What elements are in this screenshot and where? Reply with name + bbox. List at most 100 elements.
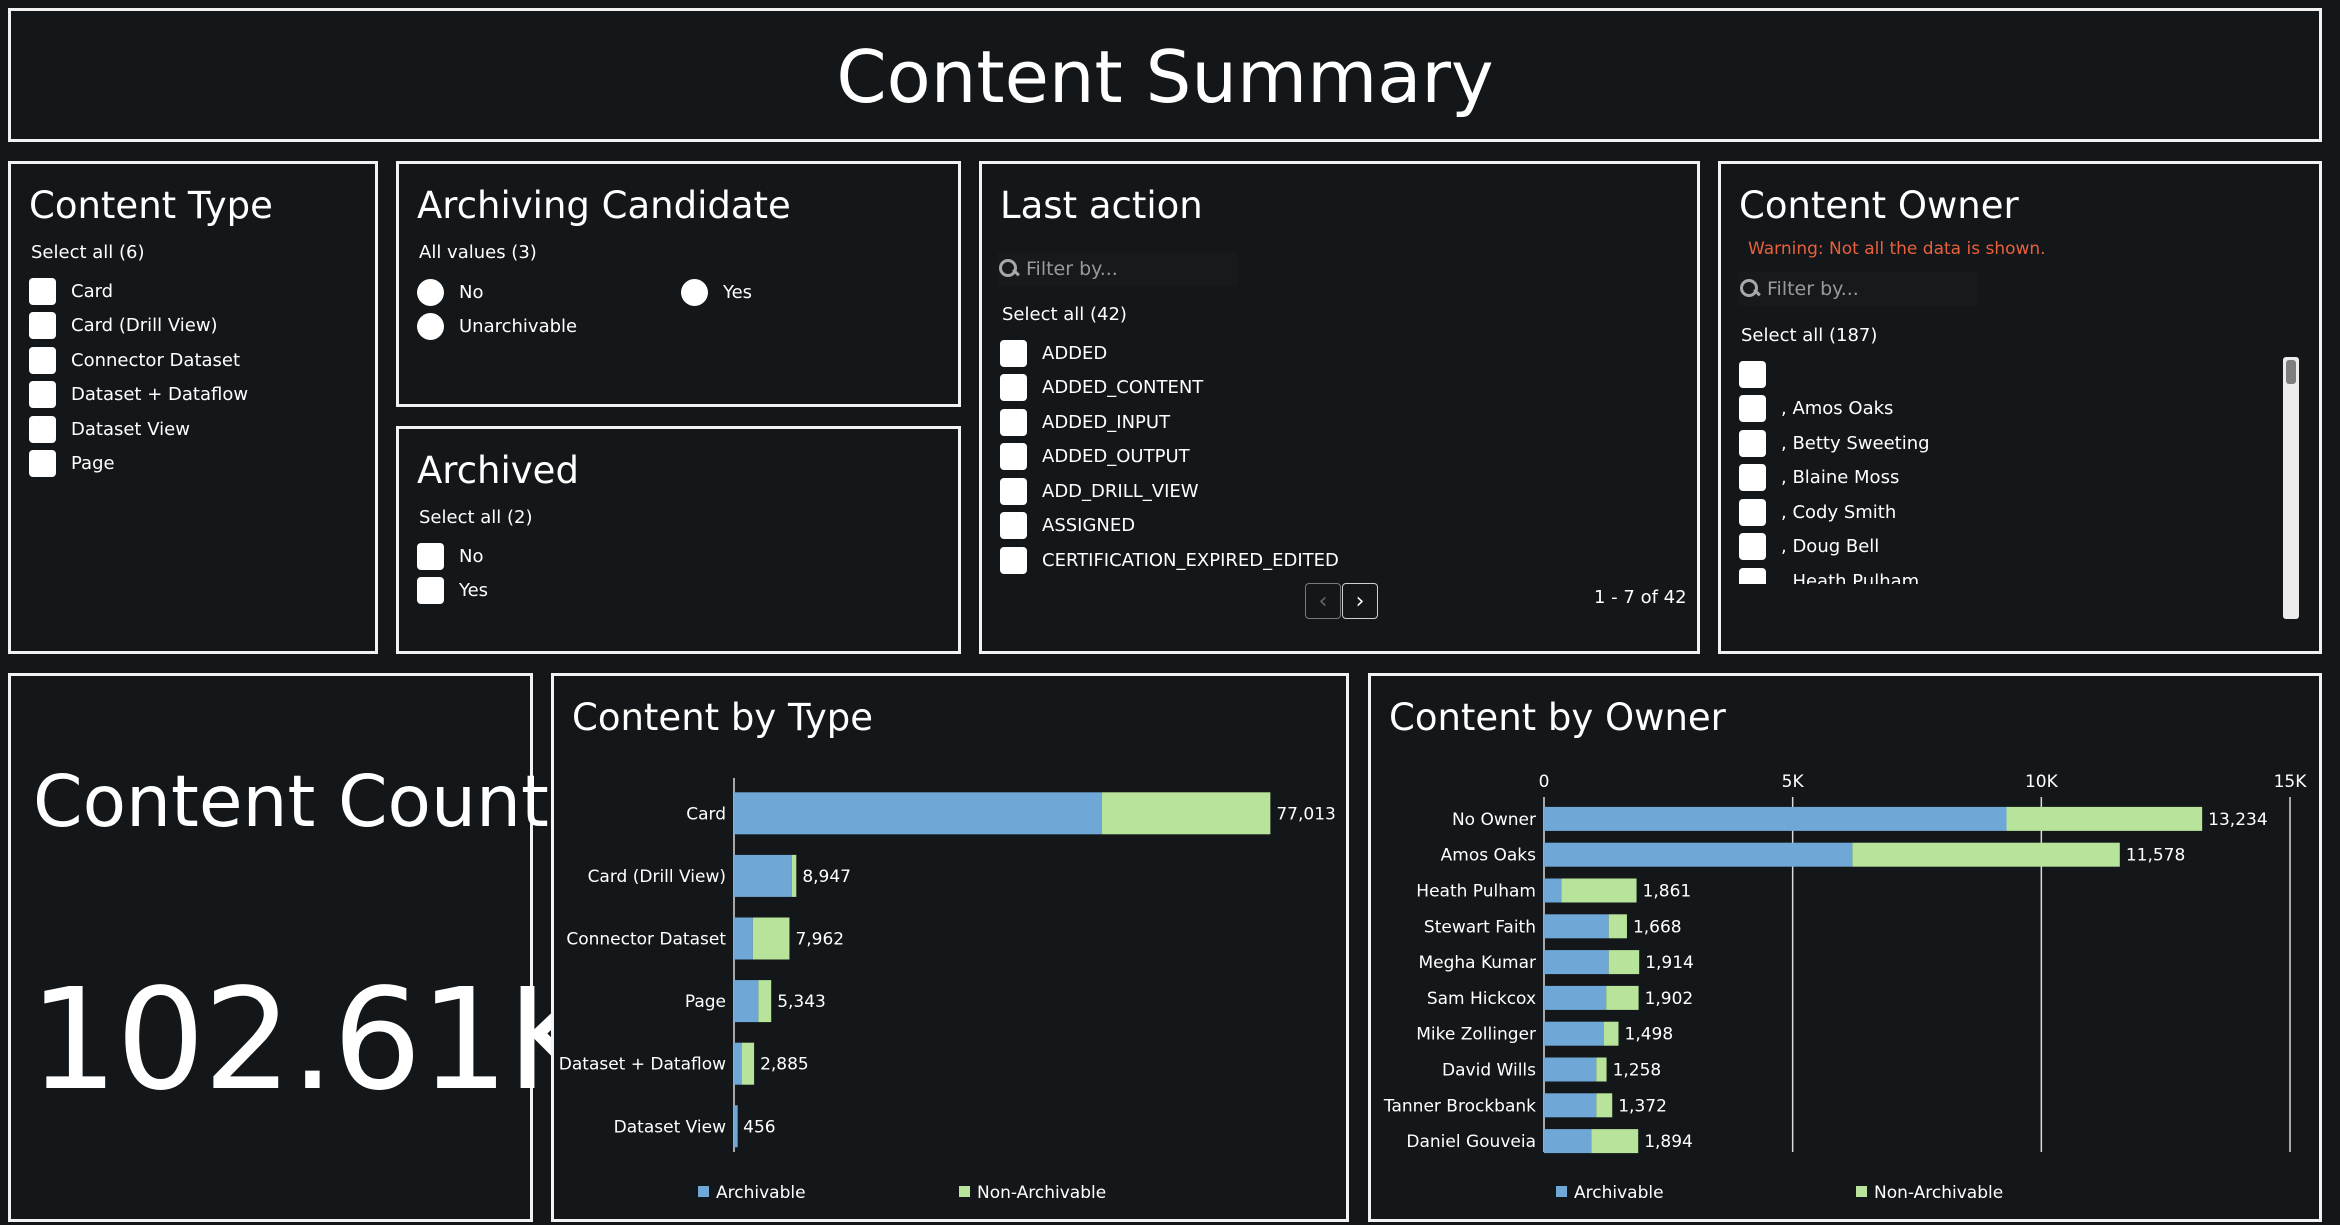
- category-label: Stewart Faith: [1424, 917, 1536, 937]
- owner-option[interactable]: , Heath Pulham: [1739, 566, 1919, 584]
- scrollbar[interactable]: [2283, 357, 2299, 619]
- content-type-option[interactable]: Card (Drill View): [29, 311, 218, 341]
- checkbox[interactable]: [1000, 374, 1027, 401]
- option-label: , Cody Smith: [1781, 501, 1897, 523]
- owner-option[interactable]: [1739, 359, 1781, 389]
- select-all-link[interactable]: Select all (2): [419, 507, 533, 528]
- bar-archivable: [1544, 842, 1853, 867]
- radio-option-no[interactable]: No: [417, 277, 483, 307]
- content-type-option[interactable]: Dataset View: [29, 414, 190, 444]
- owner-option[interactable]: , Betty Sweeting: [1739, 428, 1930, 458]
- checkbox[interactable]: [1000, 443, 1027, 470]
- select-all-link[interactable]: Select all (187): [1741, 325, 1878, 346]
- checkbox[interactable]: [29, 450, 56, 477]
- option-label: Connector Dataset: [71, 349, 241, 371]
- last-action-option[interactable]: ADDED_CONTENT: [1000, 373, 1203, 403]
- checkbox-option-no[interactable]: No: [417, 541, 483, 571]
- checkbox[interactable]: [29, 415, 56, 443]
- scroll-thumb[interactable]: [2286, 360, 2296, 384]
- checkbox[interactable]: [1000, 512, 1027, 539]
- option-label: ASSIGNED: [1042, 515, 1136, 536]
- last-action-option[interactable]: ADDED: [1000, 338, 1107, 368]
- last-action-option[interactable]: ASSIGNED: [1000, 511, 1135, 541]
- checkbox[interactable]: [1739, 498, 1766, 526]
- checkbox[interactable]: [29, 381, 56, 408]
- panel-title: Last action: [1000, 184, 1203, 227]
- content-count-value: 102.61K: [29, 959, 599, 1122]
- chart-title: Content by Owner: [1389, 696, 1726, 739]
- option-label: ADD_DRILL_VIEW: [1042, 480, 1199, 502]
- checkbox[interactable]: [1000, 339, 1027, 367]
- checkbox[interactable]: [1739, 395, 1766, 422]
- radio-button[interactable]: [681, 278, 708, 306]
- data-label: 2,885: [760, 1055, 809, 1075]
- last-action-option[interactable]: ADDED_OUTPUT: [1000, 442, 1190, 472]
- radio-button[interactable]: [417, 278, 444, 306]
- option-label: , Heath Pulham: [1781, 570, 1920, 585]
- panel-title: Archiving Candidate: [417, 184, 791, 227]
- category-label: Dataset View: [614, 1117, 726, 1137]
- checkbox[interactable]: [29, 346, 56, 374]
- content-type-option[interactable]: Connector Dataset: [29, 345, 240, 375]
- bar-archivable: [1544, 1093, 1597, 1118]
- category-label: Sam Hickcox: [1427, 989, 1536, 1009]
- panel-title: Archived: [417, 449, 579, 492]
- select-all-link[interactable]: Select all (6): [31, 242, 145, 263]
- prev-page-button[interactable]: ‹: [1305, 583, 1341, 619]
- option-label: Page: [71, 453, 115, 474]
- data-label: 77,013: [1276, 804, 1335, 824]
- content-type-option[interactable]: Dataset + Dataflow: [29, 380, 248, 410]
- x-tick-label: 5K: [1782, 772, 1805, 792]
- next-page-button[interactable]: ›: [1342, 583, 1378, 619]
- option-label: Dataset View: [71, 418, 190, 440]
- last-action-option[interactable]: CERTIFICATION_EXPIRED_EDITED: [1000, 545, 1339, 575]
- checkbox[interactable]: [1739, 360, 1766, 388]
- select-all-link[interactable]: Select all (42): [1002, 304, 1127, 325]
- data-label: 1,668: [1633, 917, 1682, 937]
- filter-input[interactable]: Filter by...: [1739, 272, 1979, 306]
- last-action-option[interactable]: ADD_DRILL_VIEW: [1000, 476, 1199, 506]
- owner-option[interactable]: , Amos Oaks: [1739, 394, 1893, 424]
- checkbox[interactable]: [1739, 464, 1766, 491]
- legend-swatch: [698, 1186, 709, 1197]
- option-label: , Betty Sweeting: [1781, 432, 1930, 454]
- checkbox[interactable]: [29, 312, 56, 339]
- bar-non-archivable: [736, 1105, 738, 1148]
- owner-option[interactable]: , Blaine Moss: [1739, 463, 1899, 493]
- all-values-link[interactable]: All values (3): [419, 242, 537, 263]
- owner-option[interactable]: , Doug Bell: [1739, 532, 1879, 562]
- radio-option-yes[interactable]: Yes: [681, 277, 752, 307]
- filter-input[interactable]: Filter by...: [998, 252, 1238, 286]
- checkbox[interactable]: [1739, 567, 1766, 584]
- checkbox[interactable]: [1000, 408, 1027, 436]
- category-label: Amos Oaks: [1441, 846, 1536, 866]
- checkbox[interactable]: [29, 277, 56, 305]
- radio-option-unarchivable[interactable]: Unarchivable: [417, 311, 577, 341]
- checkbox[interactable]: [1739, 533, 1766, 560]
- category-label: Tanner Brockbank: [1383, 1096, 1536, 1116]
- radio-button[interactable]: [417, 312, 444, 340]
- option-label: ADDED: [1042, 342, 1108, 364]
- chart-title: Content by Type: [572, 696, 874, 739]
- legend-swatch: [959, 1186, 970, 1197]
- checkbox[interactable]: [417, 542, 444, 570]
- bar-archivable: [734, 1105, 737, 1148]
- bar-non-archivable: [1596, 1057, 1607, 1082]
- checkbox[interactable]: [417, 576, 444, 604]
- x-tick-label: 15K: [2274, 772, 2308, 792]
- checkbox[interactable]: [1739, 429, 1766, 457]
- bar-non-archivable: [1101, 792, 1271, 835]
- data-label: 5,343: [777, 992, 826, 1012]
- content-type-option[interactable]: Page: [29, 449, 115, 479]
- checkbox[interactable]: [1000, 477, 1027, 505]
- content-owner-filter: Content Owner Warning: Not all the data …: [1718, 161, 2322, 654]
- content-type-option[interactable]: Card: [29, 276, 113, 306]
- checkbox[interactable]: [1000, 546, 1027, 574]
- content-by-type-chart: Card 77,013 Card (Drill View) 8,947 Connecto…: [559, 778, 1336, 1203]
- last-action-option[interactable]: ADDED_INPUT: [1000, 407, 1170, 437]
- category-label: Mike Zollinger: [1416, 1025, 1536, 1045]
- option-label: ADDED_CONTENT: [1042, 377, 1204, 398]
- checkbox-option-yes[interactable]: Yes: [417, 575, 488, 605]
- owner-option[interactable]: , Cody Smith: [1739, 497, 1896, 527]
- content-count-title: Content Count: [33, 760, 549, 843]
